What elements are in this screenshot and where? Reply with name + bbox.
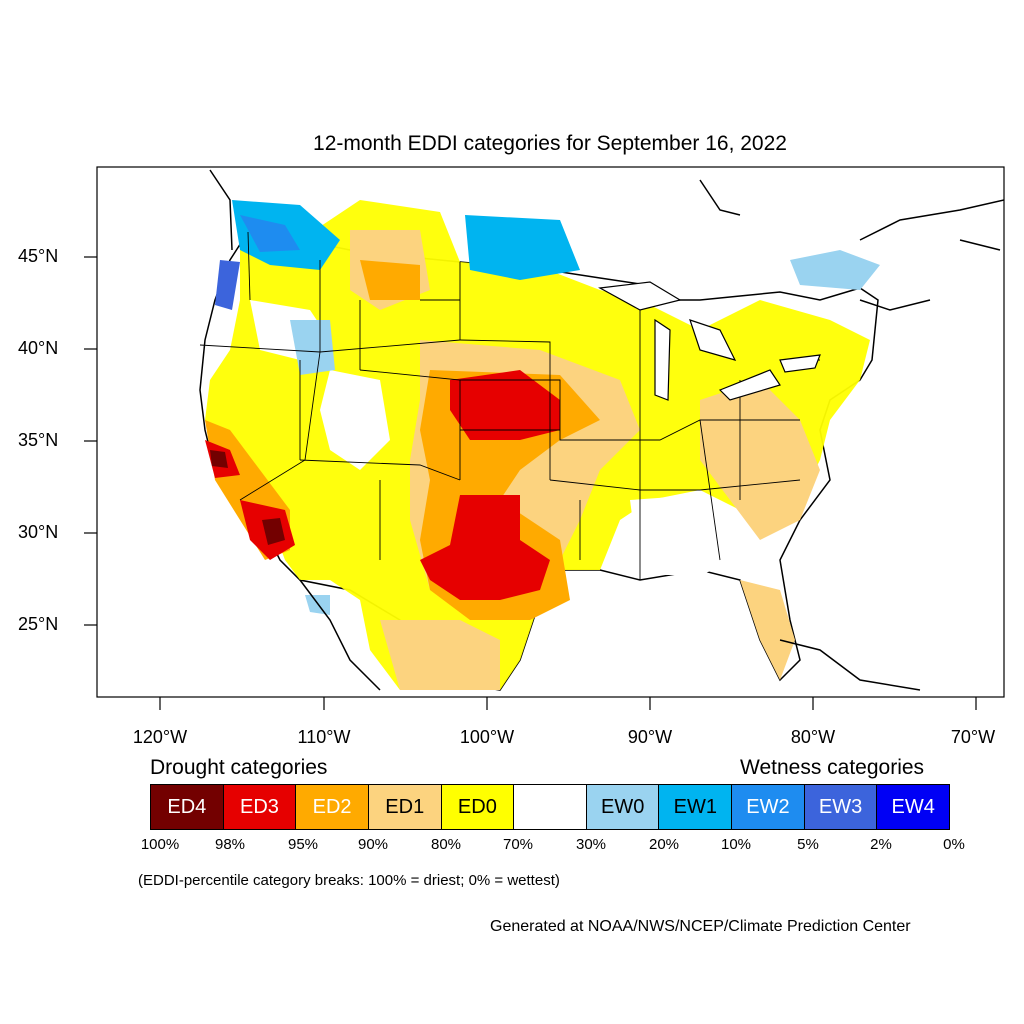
lat-label-45: 45°N [18,246,59,266]
lat-label-25: 25°N [18,614,59,634]
ed2-region-montana [360,260,420,300]
legend-box-ew2: EW2 [732,785,805,829]
great-lakes [598,281,821,401]
lon-label-100: 100°W [459,727,515,747]
percent-break: 0% [943,836,965,853]
coastlines [209,169,1004,691]
legend-box-ew3: EW3 [804,785,878,829]
ew0-region-south [305,595,330,615]
ed3-region-nebraska [450,370,560,440]
lon-label-70: 70°W [950,727,996,747]
lon-label-120: 120°W [132,727,188,747]
percent-break: 30% [575,836,607,853]
percent-break: 80% [430,836,462,853]
ew1-region-minnesota [465,215,580,280]
percent-break: 2% [870,836,892,853]
legend-box-ed1: ED1 [368,785,442,829]
percent-break: 10% [720,836,752,853]
lat-label-40: 40°N [18,338,59,358]
lon-label-90: 90°W [627,727,673,747]
lat-label-35: 35°N [18,430,59,450]
percent-break: 100% [140,836,180,853]
legend-box-ew4: EW4 [877,785,950,829]
ed1-region-florida [740,580,795,680]
percent-break: 98% [214,836,246,853]
ew3-region-coast [215,260,240,310]
percent-break: 5% [797,836,819,853]
percent-break: 90% [357,836,389,853]
percent-break: 95% [287,836,319,853]
percent-break: 20% [648,836,680,853]
drought-categories-heading: Drought categories [150,756,328,779]
normal-region-west [320,370,390,470]
credit-text: Generated at NOAA/NWS/NCEP/Climate Predi… [490,918,911,935]
ed4-region-socal [210,450,228,468]
lon-label-110: 110°W [297,727,351,747]
ed3-region-texas [420,495,550,600]
legend-box-ed3: ED3 [223,785,297,829]
axis-ticks [84,256,977,710]
legend-colorbar: ED4 ED3 ED2 ED1 ED0 EW0 EW1 EW2 EW3 EW4 [150,784,950,830]
ew0-region-northeast [790,250,880,290]
map-frame [96,166,1005,698]
wetness-categories-heading: Wetness categories [740,756,925,779]
percent-break: 70% [502,836,534,853]
category-breaks-note: (EDDI-percentile category breaks: 100% =… [138,872,560,889]
legend-box-ed4: ED4 [151,785,224,829]
lat-label-30: 30°N [18,522,59,542]
ew2-region-northwest [240,215,300,252]
eddi-map [84,166,1005,710]
ed1-region-south [380,620,500,690]
normal-region-southeast [630,495,740,575]
legend-box-ed2: ED2 [296,785,369,829]
legend-box-ew0: EW0 [586,785,660,829]
lon-label-80: 80°W [790,727,836,747]
ed4-region-california [262,518,285,545]
map-title: 12-month EDDI categories for September 1… [313,132,787,155]
legend-box-ed0: ED0 [441,785,515,829]
legend-box-normal [514,785,587,829]
ew0-region-idaho [290,320,335,375]
legend-box-ew1: EW1 [659,785,733,829]
